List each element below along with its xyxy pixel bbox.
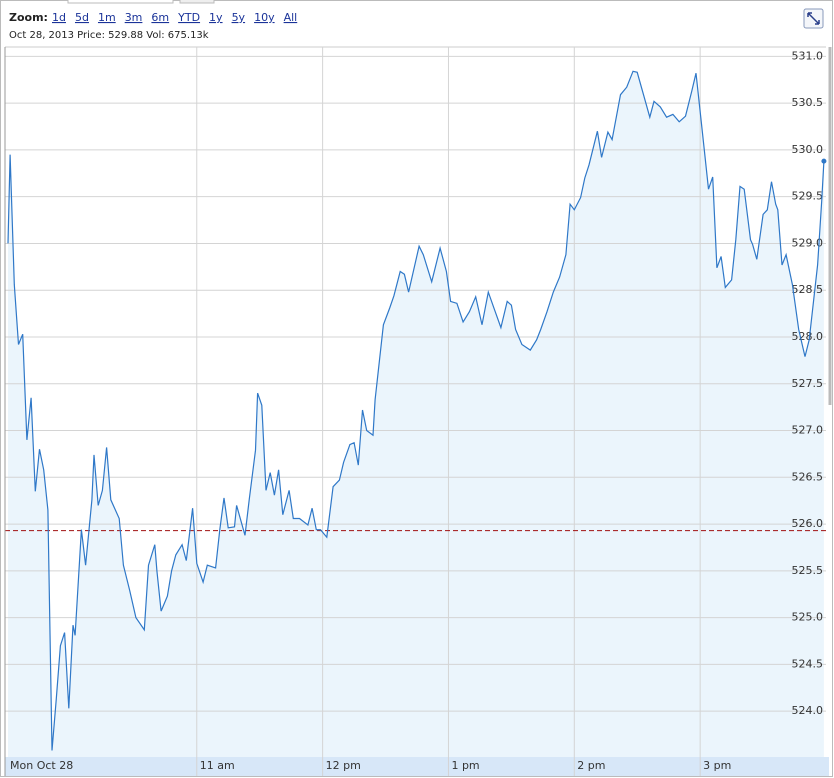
y-tick-label: 527.0 [792, 424, 824, 437]
x-tick-label: 1 pm [451, 759, 479, 772]
zoom-link[interactable]: 5d [75, 11, 89, 24]
y-tick-label: 527.5 [792, 377, 824, 390]
zoom-link[interactable]: 10y [254, 11, 275, 24]
price-line [7, 70, 825, 751]
x-tick-label: 3 pm [703, 759, 731, 772]
y-tick-label: 530.5 [792, 96, 824, 109]
button-stub [179, 0, 215, 4]
info-line: Oct 28, 2013 Price: 529.88 Vol: 675.13k [9, 30, 209, 41]
y-tick-label: 525.5 [792, 564, 824, 577]
y-tick-label: 524.5 [792, 657, 824, 670]
last-point [821, 158, 827, 164]
y-tick-label: 525.0 [792, 611, 824, 624]
zoom-link[interactable]: YTD [177, 11, 200, 24]
zoom-link[interactable]: 3m [125, 11, 143, 24]
y-tick-label: 528.5 [792, 283, 824, 296]
x-axis-band [5, 757, 829, 776]
y-tick-label: 524.0 [792, 704, 824, 717]
zoom-link[interactable]: 6m [151, 11, 169, 24]
y-tick-label: 529.0 [792, 236, 824, 249]
y-tick-label: 526.0 [792, 517, 824, 530]
y-tick-label: 530.0 [792, 143, 824, 156]
zoom-link[interactable]: 1y [209, 11, 223, 24]
price-area [8, 71, 824, 758]
x-tick-label: 11 am [200, 759, 235, 772]
zoom-link[interactable]: 5y [232, 11, 246, 24]
expand-icon[interactable] [807, 12, 820, 25]
zoom-label: Zoom: [9, 11, 48, 24]
zoom-link[interactable]: All [284, 11, 298, 24]
x-tick-label: 12 pm [326, 759, 361, 772]
x-tick-label: Mon Oct 28 [10, 759, 73, 772]
plot: 524.0 524.5 525.0 525.5 526.0 526.5 527.0 527.5… [4, 47, 832, 776]
zoom-link[interactable]: 1m [98, 11, 116, 24]
expand-button[interactable] [803, 8, 824, 29]
zoom-link[interactable]: 1d [52, 11, 66, 24]
y-tick-label: 526.5 [792, 470, 824, 483]
y-tick-label: 528.0 [792, 330, 824, 343]
y-tick-label: 529.5 [792, 190, 824, 203]
x-tick-label: 2 pm [577, 759, 605, 772]
y-tick-label: 531.0 [792, 49, 824, 62]
input-stub [67, 0, 174, 4]
